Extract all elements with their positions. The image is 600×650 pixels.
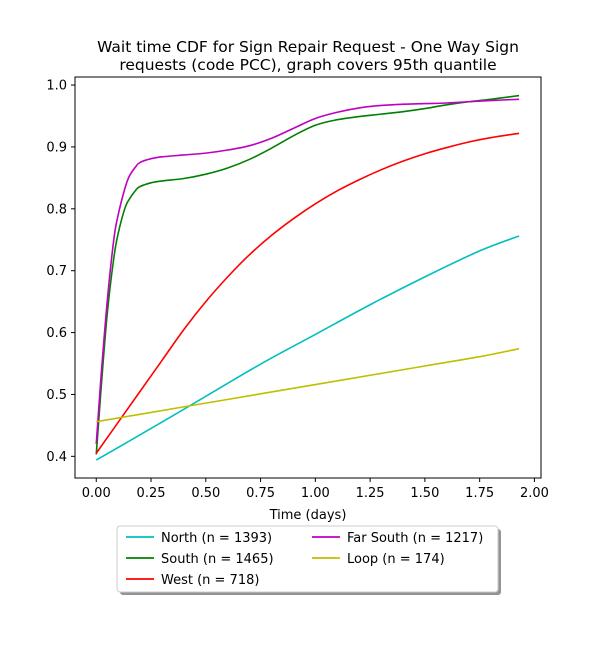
series-line-3 <box>95 98 520 445</box>
x-tick-label: 1.50 <box>410 486 439 501</box>
plot-lines <box>95 94 520 461</box>
x-tick-label: 0.50 <box>191 486 220 501</box>
series-line-0 <box>95 235 520 461</box>
x-tick-label: 1.00 <box>301 486 330 501</box>
chart-title-line-2: requests (code PCC), graph covers 95th q… <box>119 56 496 74</box>
series-line-1 <box>95 94 520 455</box>
x-tick-label: 1.25 <box>356 486 385 501</box>
x-tick-label: 0.00 <box>82 486 111 501</box>
y-axis: 0.4 0.5 0.6 0.7 0.8 0.9 1.0 <box>46 79 75 465</box>
chart-title-line-1: Wait time CDF for Sign Repair Request - … <box>97 38 519 56</box>
legend-items: North (n = 1393) South (n = 1465) West (n … <box>126 531 483 588</box>
y-tick-label: 0.7 <box>46 264 67 279</box>
series-line-4 <box>96 347 520 423</box>
y-tick-label: 0.8 <box>46 202 67 217</box>
plot-frame <box>74 76 542 479</box>
series-line-2 <box>95 132 520 454</box>
y-tick-label: 0.4 <box>46 450 67 465</box>
x-tick-label: 0.75 <box>246 486 275 501</box>
y-tick-label: 0.5 <box>46 388 67 403</box>
y-tick-label: 0.9 <box>46 140 67 155</box>
x-axis-label: Time (days) <box>269 508 347 523</box>
legend-label-1: South (n = 1465) <box>161 552 274 567</box>
x-axis: 0.00 0.25 0.50 0.75 1.00 1.25 1.50 1.75 2.00 <box>82 478 549 501</box>
y-tick-label: 0.6 <box>46 326 67 341</box>
legend-label-2: West (n = 718) <box>161 573 259 588</box>
x-tick-label: 2.00 <box>520 486 549 501</box>
x-tick-label: 1.75 <box>465 486 494 501</box>
legend: North (n = 1393) South (n = 1465) West (n … <box>116 525 501 595</box>
legend-label-0: North (n = 1393) <box>161 531 272 546</box>
legend-label-4: Loop (n = 174) <box>347 552 445 567</box>
legend-label-3: Far South (n = 1217) <box>347 531 483 546</box>
y-tick-label: 1.0 <box>46 79 67 94</box>
x-tick-label: 0.25 <box>137 486 166 501</box>
legend-box <box>116 525 499 593</box>
